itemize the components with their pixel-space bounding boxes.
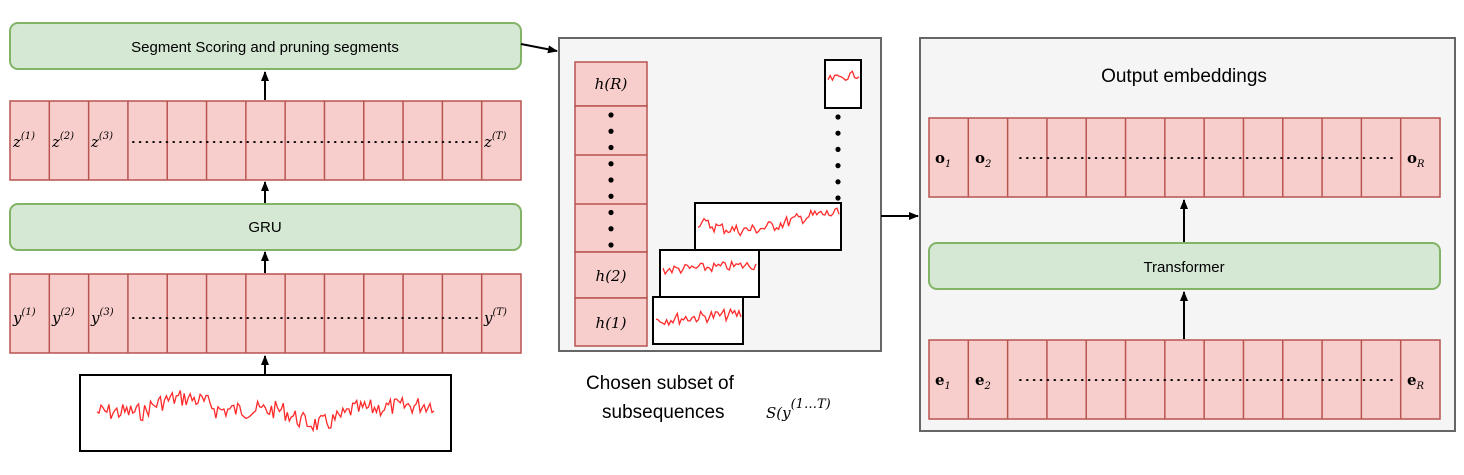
segment-trace-2 xyxy=(662,259,757,276)
transformer-label: Transformer xyxy=(1143,259,1224,276)
segment-box-2 xyxy=(659,249,760,298)
y-row-dots: ········································… xyxy=(130,309,480,327)
output-embeddings-title: Output embeddings xyxy=(1101,66,1267,87)
ellipsis-dot xyxy=(608,144,614,151)
y-row: y(1) y(2) y(3) ·························… xyxy=(9,273,522,354)
caption-line-1: Chosen subset of xyxy=(586,373,735,394)
ellipsis-dot xyxy=(608,193,614,199)
ellipsis-dot xyxy=(835,114,841,120)
z-row-dots: ········································… xyxy=(130,133,480,151)
segment-box-3 xyxy=(694,202,842,251)
segment-trace-1 xyxy=(655,307,742,327)
segment-scoring-label: Segment Scoring and pruning segments xyxy=(131,39,399,56)
segment-box-top xyxy=(824,59,862,109)
o-row: o1 o2 ··································… xyxy=(928,117,1441,198)
ellipsis-dot xyxy=(835,179,841,185)
h1-label: h(1) xyxy=(596,314,627,332)
ellipsis-dot xyxy=(608,177,614,183)
segment-scoring-box xyxy=(9,22,522,70)
ellipsis-dot xyxy=(608,112,614,118)
caption-line-2: subsequences xyxy=(602,402,725,423)
z-row: z(1) z(2) z(3) ·························… xyxy=(9,100,522,181)
segment-trace-top xyxy=(827,70,860,82)
e-row: e1 e2 ··································… xyxy=(928,339,1441,420)
arrow-scoring-to-subset xyxy=(520,43,558,54)
e-row-dots: ········································… xyxy=(1017,371,1395,389)
hR-label: h(R) xyxy=(595,75,628,93)
caption-math: S(y(1…T) xyxy=(766,397,831,422)
h-column-dots xyxy=(608,112,614,248)
ellipsis-dot xyxy=(608,209,614,216)
gru-label: GRU xyxy=(248,219,281,236)
ellipsis-dot xyxy=(835,146,841,152)
input-signal-box xyxy=(79,374,452,452)
h2-label: h(2) xyxy=(596,267,627,285)
o-row-dots: ········································… xyxy=(1017,149,1395,167)
segment-stack-dots xyxy=(835,114,841,201)
transformer-box xyxy=(928,242,1441,290)
ellipsis-dot xyxy=(608,242,614,248)
ellipsis-dot xyxy=(835,130,841,136)
ellipsis-dot xyxy=(608,226,614,232)
gru-box xyxy=(9,203,522,251)
segment-trace-3 xyxy=(697,207,840,237)
h-column: h(R) h(2) h(1) xyxy=(574,61,648,347)
ellipsis-dot xyxy=(608,161,614,167)
ellipsis-dot xyxy=(608,128,614,134)
ellipsis-dot xyxy=(835,163,841,169)
input-signal-trace xyxy=(96,390,435,433)
ellipsis-dot xyxy=(835,195,841,201)
